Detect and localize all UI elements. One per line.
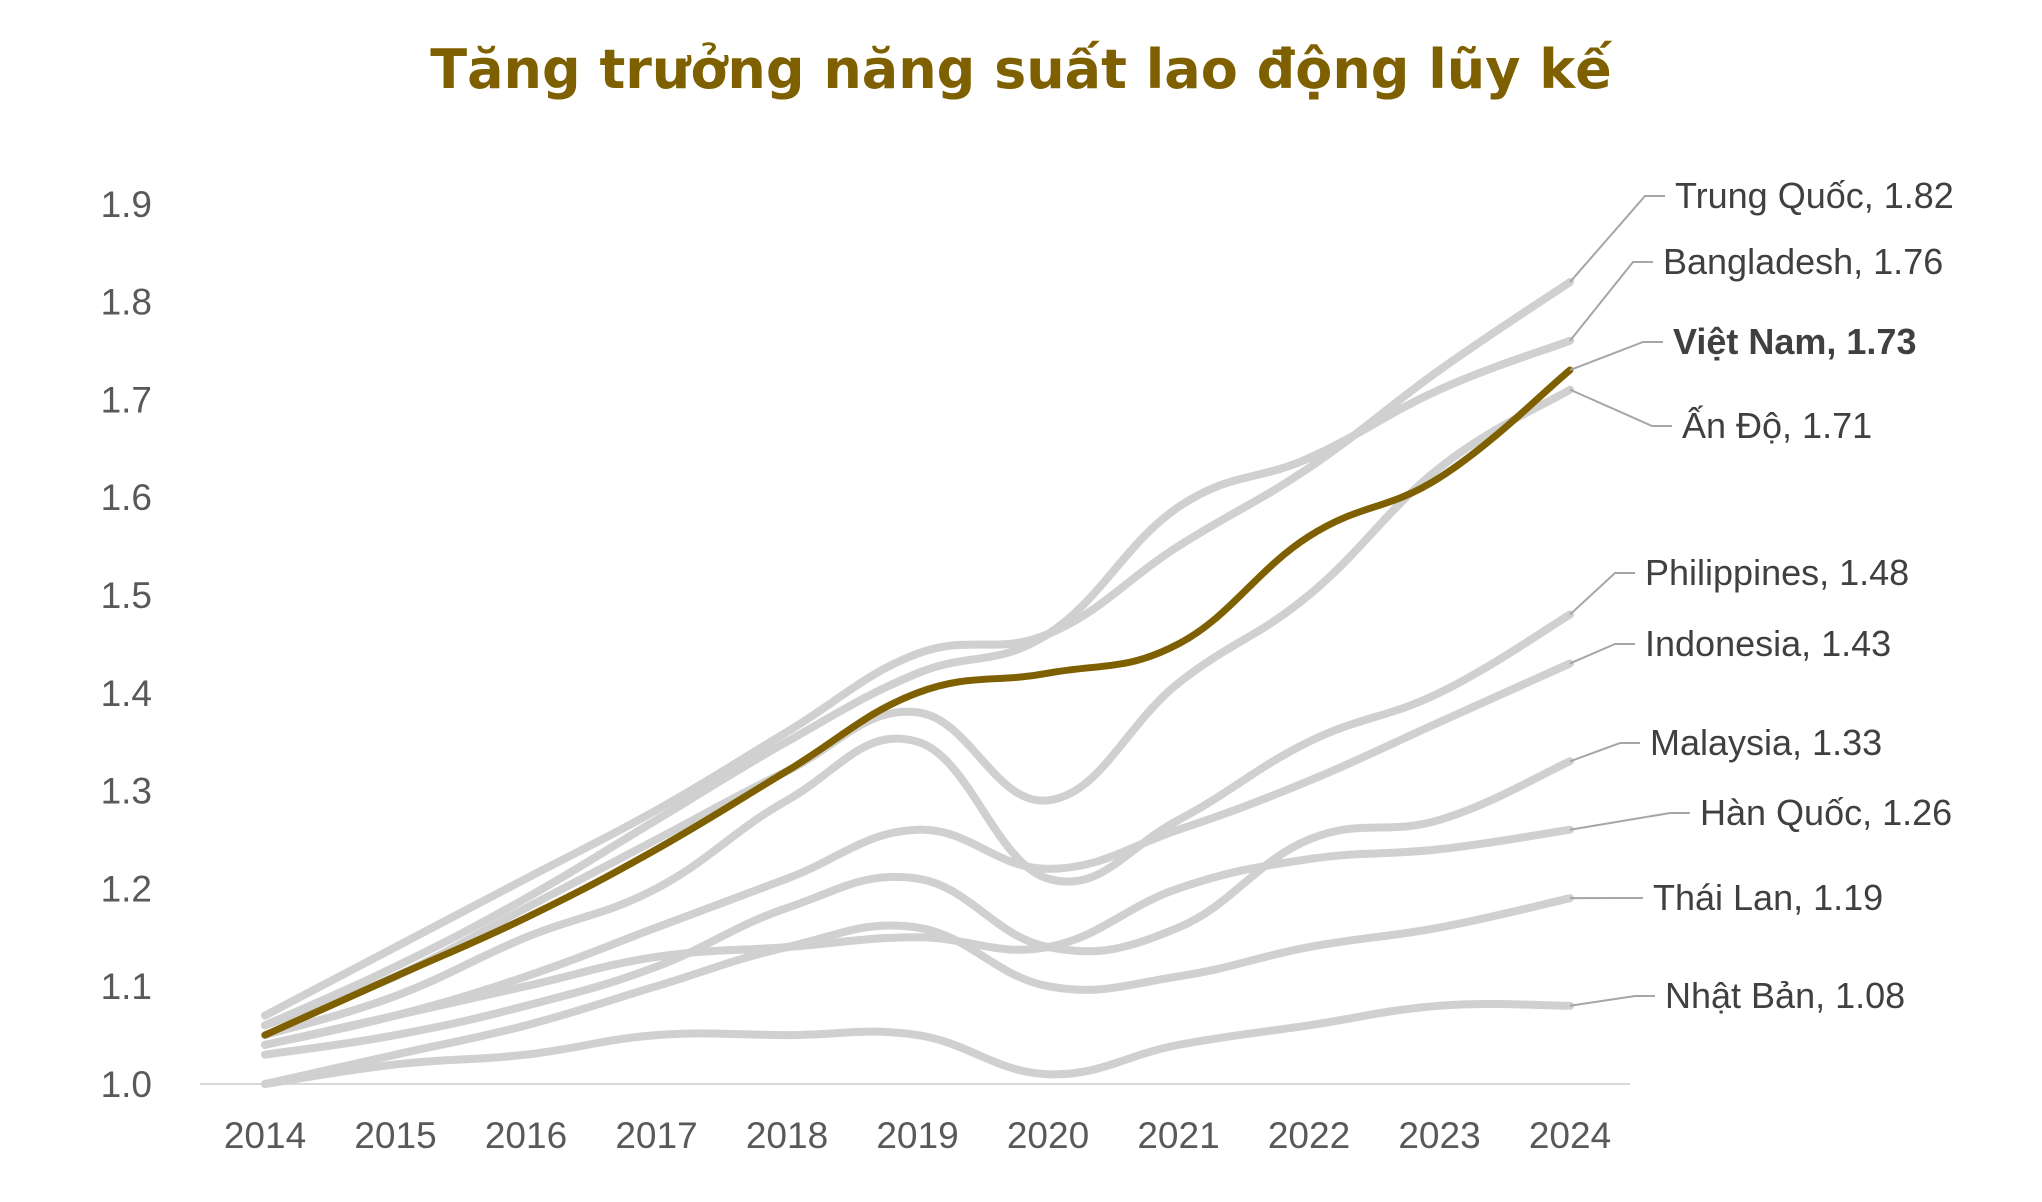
x-tick-label: 2024 — [1529, 1115, 1611, 1156]
leader-line-nhat-ban — [1569, 995, 1655, 1007]
x-tick-label: 2015 — [354, 1115, 436, 1156]
leader-line-indonesia — [1569, 643, 1635, 665]
series-label-nhat-ban: Nhật Bản, 1.08 — [1665, 975, 1905, 1016]
y-tick-label: 1.9 — [101, 184, 152, 225]
leader-line-han-quoc — [1569, 812, 1690, 831]
series-line-bangladesh — [261, 336, 1574, 1030]
x-tick-label: 2023 — [1398, 1115, 1480, 1156]
y-tick-label: 1.5 — [101, 575, 152, 616]
series-label-viet-nam: Việt Nam, 1.73 — [1673, 321, 1916, 362]
series-end-labels: Trung Quốc, 1.82 Bangladesh, 1.76 Ấn Độ, 1… — [1645, 175, 1954, 1016]
series-label-indonesia: Indonesia, 1.43 — [1645, 623, 1891, 664]
series-line-philippines — [261, 610, 1574, 1040]
y-tick-label: 1.7 — [101, 379, 152, 420]
series-label-bangladesh: Bangladesh, 1.76 — [1663, 241, 1943, 282]
y-tick-label: 1.2 — [101, 868, 152, 909]
y-tick-label: 1.4 — [101, 673, 152, 714]
y-axis-ticks: 1.0 1.1 1.2 1.3 1.4 1.5 1.6 1.7 1.8 1.9 — [101, 184, 152, 1105]
y-tick-label: 1.6 — [101, 477, 152, 518]
series-line-viet-nam — [261, 366, 1574, 1039]
series-line-nhat-ban — [261, 1000, 1574, 1088]
y-tick-label: 1.8 — [101, 282, 152, 323]
leader-line-philippines — [1569, 572, 1635, 616]
x-tick-label: 2022 — [1268, 1115, 1350, 1156]
leader-line-malaysia — [1569, 742, 1640, 763]
y-tick-label: 1.1 — [101, 966, 152, 1007]
series-line-malaysia — [261, 757, 1574, 1059]
y-tick-label: 1.3 — [101, 771, 152, 812]
series-label-philippines: Philippines, 1.48 — [1645, 552, 1909, 593]
leader-line-an-do — [1569, 388, 1672, 427]
x-tick-label: 2014 — [224, 1115, 306, 1156]
series-line-thai-lan — [261, 894, 1574, 1088]
x-tick-label: 2018 — [746, 1115, 828, 1156]
series-lines — [261, 278, 1574, 1088]
series-line-trung-quoc — [261, 278, 1574, 1020]
x-tick-label: 2017 — [615, 1115, 697, 1156]
leader-line-bangladesh — [1569, 261, 1653, 342]
series-label-han-quoc: Hàn Quốc, 1.26 — [1700, 792, 1952, 833]
x-tick-label: 2020 — [1007, 1115, 1089, 1156]
y-tick-label: 1.0 — [101, 1064, 152, 1105]
series-line-indonesia — [261, 659, 1574, 1049]
series-line-han-quoc — [261, 825, 1574, 1049]
series-label-thai-lan: Thái Lan, 1.19 — [1653, 877, 1883, 918]
x-axis-ticks: 2014 2015 2016 2017 2018 2019 2020 2021 2022 2023… — [224, 1115, 1611, 1156]
label-leader-lines — [1569, 195, 1690, 1007]
series-line-an-do — [261, 385, 1574, 1030]
chart-title: Tăng trưởng năng suất lao động lũy kế — [430, 38, 1612, 101]
series-label-an-do: Ấn Độ, 1.71 — [1682, 405, 1872, 446]
series-label-malaysia: Malaysia, 1.33 — [1650, 722, 1882, 763]
x-tick-label: 2021 — [1137, 1115, 1219, 1156]
x-tick-label: 2019 — [876, 1115, 958, 1156]
x-tick-label: 2016 — [485, 1115, 567, 1156]
leader-line-viet-nam — [1569, 341, 1663, 371]
leader-line-trung-quoc — [1569, 195, 1665, 283]
series-label-trung-quoc: Trung Quốc, 1.82 — [1675, 175, 1954, 216]
